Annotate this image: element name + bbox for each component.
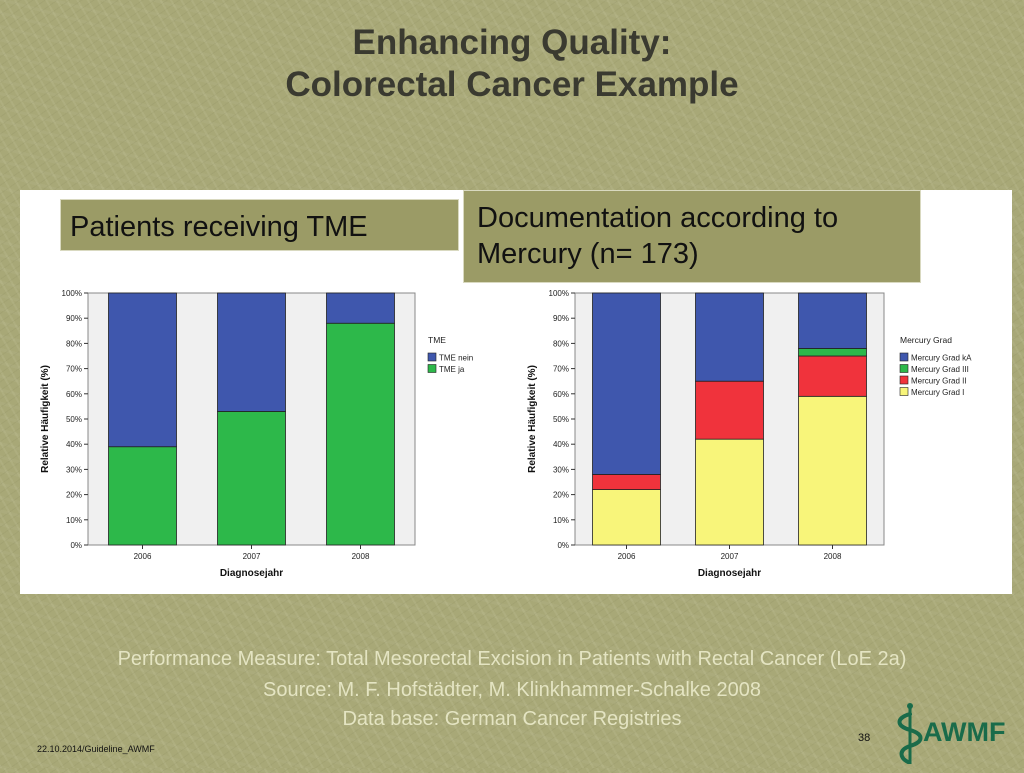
- bar-segment: [217, 292, 286, 412]
- legend-label: Mercury Grad II: [911, 377, 967, 386]
- bar-segment: [695, 380, 764, 440]
- x-axis-title: Diagnosejahr: [698, 568, 761, 579]
- x-axis-title: Diagnosejahr: [220, 568, 283, 579]
- logo-wordmark: AWMF: [923, 717, 1005, 747]
- legend-label: Mercury Grad III: [911, 365, 969, 374]
- bar-segment: [108, 446, 177, 546]
- mercury-label-box: Documentation according to Mercury (n= 1…: [463, 190, 921, 283]
- bar-segment: [592, 489, 661, 546]
- date-footer: 22.10.2014/Guideline_AWMF: [37, 744, 155, 754]
- x-tick-label: 2006: [618, 552, 636, 561]
- y-tick-label: 40%: [553, 440, 569, 449]
- y-tick-label: 30%: [553, 465, 569, 474]
- y-tick-label: 40%: [66, 440, 82, 449]
- y-tick-label: 80%: [553, 339, 569, 348]
- legend-title: Mercury Grad: [900, 335, 952, 345]
- page-number: 38: [858, 732, 871, 744]
- y-tick-label: 100%: [549, 289, 569, 298]
- bar-segment: [217, 411, 286, 546]
- legend-label: Mercury Grad I: [911, 388, 964, 397]
- bar-segment: [798, 292, 867, 349]
- bar-segment: [798, 355, 867, 397]
- y-tick-label: 100%: [62, 289, 82, 298]
- y-tick-label: 10%: [66, 516, 82, 525]
- x-tick-label: 2006: [134, 552, 152, 561]
- legend-label: TME ja: [439, 365, 465, 374]
- legend-swatch: [899, 387, 909, 396]
- y-tick-label: 30%: [66, 465, 82, 474]
- y-axis-title: Relative Häufigkeit (%): [527, 365, 538, 473]
- legend-swatch: [427, 352, 437, 362]
- y-tick-label: 60%: [66, 390, 82, 399]
- y-tick-label: 70%: [553, 365, 569, 374]
- y-tick-label: 0%: [557, 541, 569, 550]
- legend-swatch: [899, 352, 909, 362]
- title-line-1: Enhancing Quality:: [352, 23, 672, 62]
- x-tick-label: 2007: [721, 552, 739, 561]
- legend-label: Mercury Grad kA: [911, 354, 972, 363]
- legend-swatch: [427, 364, 437, 373]
- y-tick-label: 80%: [66, 339, 82, 348]
- slide-title: Enhancing Quality: Colorectal Cancer Exa…: [0, 22, 1024, 106]
- y-tick-label: 90%: [66, 314, 82, 323]
- bar-segment: [326, 322, 395, 546]
- source-text: Source: M. F. Hofstädter, M. Klinkhammer…: [263, 679, 761, 701]
- y-tick-label: 60%: [553, 390, 569, 399]
- caduceus-icon: [897, 703, 923, 764]
- y-tick-label: 0%: [70, 541, 82, 550]
- y-tick-label: 90%: [553, 314, 569, 323]
- bar-segment: [592, 474, 661, 490]
- bar-segment: [695, 438, 764, 546]
- x-tick-label: 2007: [243, 552, 261, 561]
- performance-measure-text: Performance Measure: Total Mesorectal Ex…: [117, 648, 907, 670]
- y-tick-label: 10%: [553, 516, 569, 525]
- database-text: Data base: German Cancer Registries: [342, 708, 682, 730]
- y-tick-label: 50%: [66, 415, 82, 424]
- bar-segment: [798, 395, 867, 546]
- bar-segment: [695, 292, 764, 382]
- y-tick-label: 70%: [66, 365, 82, 374]
- legend-swatch: [899, 364, 909, 373]
- title-line-2: Colorectal Cancer Example: [285, 65, 739, 104]
- legend-label: TME nein: [439, 354, 473, 363]
- x-tick-label: 2008: [824, 552, 842, 561]
- bar-segment: [592, 292, 661, 475]
- bar-segment: [798, 348, 867, 357]
- legend-swatch: [899, 375, 909, 385]
- y-tick-label: 20%: [66, 491, 82, 500]
- bar-segment: [326, 292, 395, 324]
- awmf-logo: AWMF: [888, 700, 1018, 768]
- bar-segment: [108, 292, 177, 448]
- x-tick-label: 2008: [352, 552, 370, 561]
- tme-label-box: Patients receiving TME: [60, 199, 459, 251]
- y-tick-label: 20%: [553, 491, 569, 500]
- tme-chart: 0% 10% 20% 30% 40% 50% 60% 70% 80% 90% 100% 2006 200…: [40, 289, 473, 579]
- y-axis-title: Relative Häufigkeit (%): [40, 365, 51, 473]
- legend-title: TME: [428, 335, 446, 345]
- y-tick-label: 50%: [553, 415, 569, 424]
- mercury-chart: 0% 10% 20% 30% 40% 50% 60% 70% 80% 90% 100% 2006 200…: [527, 289, 972, 579]
